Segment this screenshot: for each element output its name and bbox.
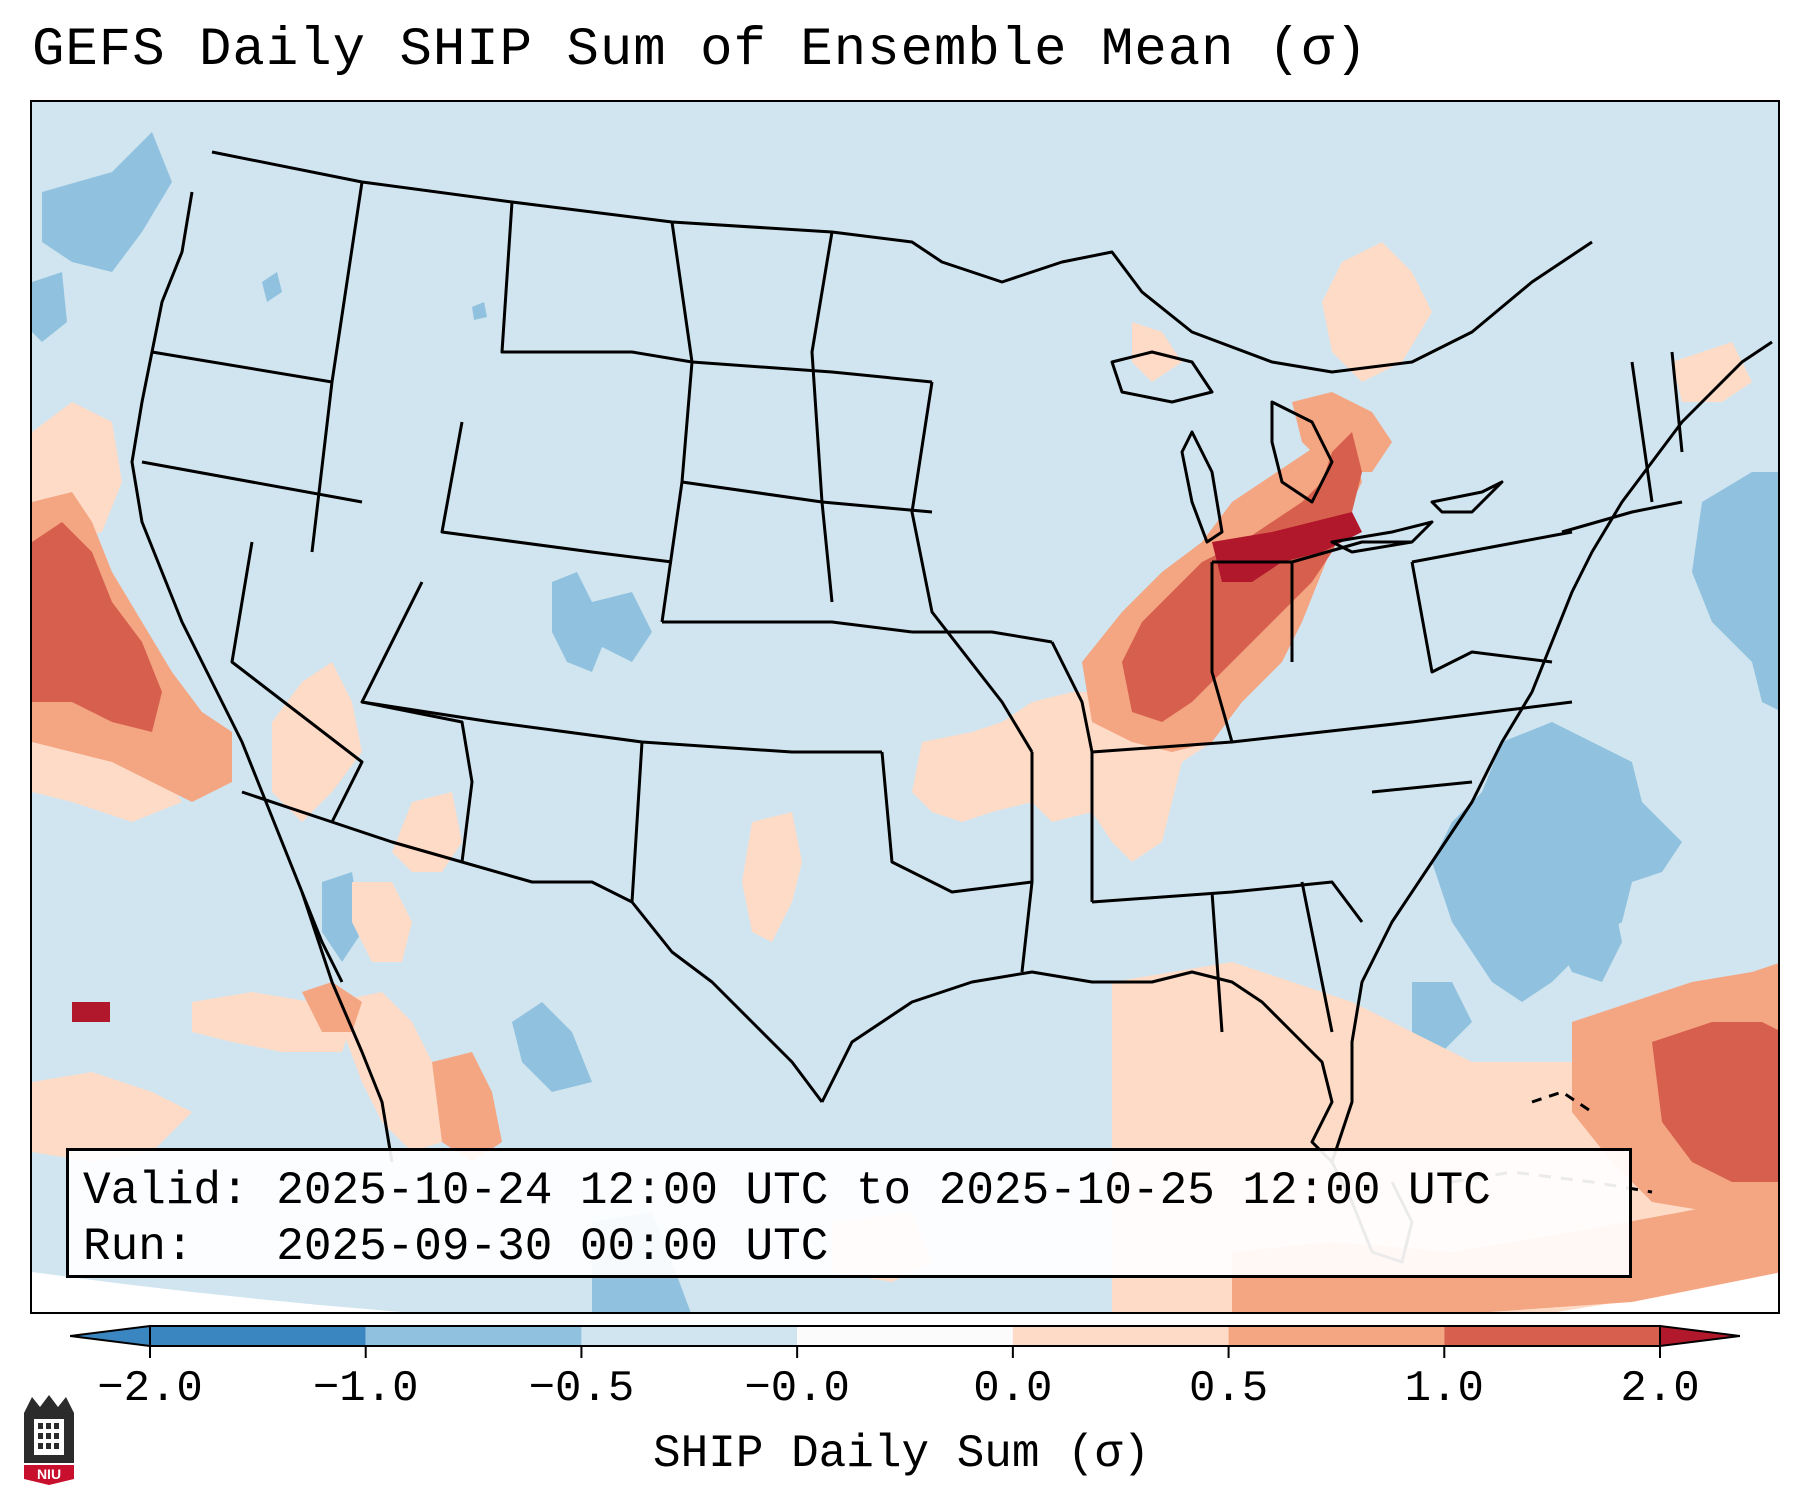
valid-value: 2025-10-24 12:00 UTC to 2025-10-25 12:00… bbox=[276, 1165, 1491, 1217]
validity-info-box: Valid: 2025-10-24 12:00 UTC to 2025-10-2… bbox=[66, 1148, 1632, 1278]
run-value: 2025-09-30 00:00 UTC bbox=[276, 1221, 829, 1273]
colorbar-tick-label: −2.0 bbox=[97, 1364, 203, 1414]
colorbar-segment bbox=[365, 1326, 582, 1346]
valid-label: Valid: bbox=[83, 1165, 249, 1217]
colorbar-tick-label: 1.0 bbox=[1404, 1364, 1484, 1414]
colorbar-tick-label: 0.5 bbox=[1188, 1364, 1269, 1414]
map-svg bbox=[32, 102, 1778, 1312]
colorbar-tick-label: 2.0 bbox=[1620, 1364, 1700, 1414]
colorbar-segment bbox=[797, 1326, 1013, 1346]
colorbar-segment bbox=[150, 1326, 366, 1346]
colorbar-tick-label: −1.0 bbox=[312, 1364, 419, 1414]
colorbar-tick-label: −0.5 bbox=[528, 1364, 635, 1414]
colorbar-label: SHIP Daily Sum (σ) bbox=[653, 1428, 1150, 1480]
colorbar-segments bbox=[149, 1325, 1661, 1347]
colorbar bbox=[70, 1324, 1740, 1358]
boundaries bbox=[130, 150, 1773, 1264]
run-label: Run: bbox=[83, 1221, 194, 1273]
colorbar-segment bbox=[1228, 1326, 1445, 1346]
map-panel bbox=[30, 100, 1780, 1314]
colorbar-segment bbox=[581, 1326, 798, 1346]
colorbar-segment bbox=[1012, 1326, 1229, 1346]
colorbar-tick-label: 0.0 bbox=[973, 1364, 1053, 1414]
colorbar-extend-low bbox=[70, 1324, 151, 1348]
colorbar-tick-label: −0.0 bbox=[744, 1364, 850, 1414]
niu-logo-text: NIU bbox=[37, 1466, 61, 1482]
colorbar-extend-high bbox=[1659, 1324, 1740, 1348]
colorbar-ticks bbox=[149, 1346, 1661, 1358]
niu-logo: NIU bbox=[24, 1395, 74, 1485]
anomaly-positive-extreme bbox=[72, 512, 1362, 1022]
chart-title: GEFS Daily SHIP Sum of Ensemble Mean (σ) bbox=[32, 20, 1369, 81]
colorbar-segment bbox=[1444, 1326, 1660, 1346]
